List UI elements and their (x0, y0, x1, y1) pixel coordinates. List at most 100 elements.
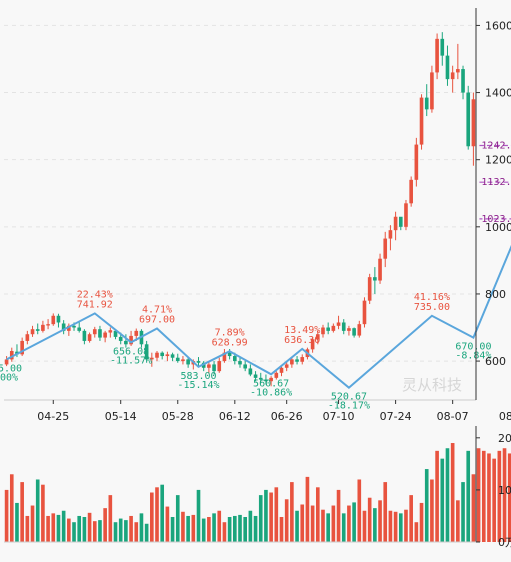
volume-bar (87, 512, 92, 542)
y-tick-label: 1200 (485, 154, 511, 167)
volume-bar (461, 482, 465, 542)
volume-bar (144, 523, 149, 542)
candle-body (129, 335, 133, 345)
candle-body (435, 38, 439, 73)
candle-body (124, 340, 128, 345)
volume-bar (25, 515, 30, 542)
volume-bar (20, 482, 24, 542)
volume-bar (103, 508, 107, 542)
volume-bar (118, 518, 123, 542)
volume-bars (4, 443, 511, 542)
volume-bar (456, 500, 460, 542)
volume-bar (362, 510, 367, 542)
candle-body (82, 330, 87, 341)
candle-body (310, 339, 315, 350)
volume-bar (398, 513, 403, 542)
axes: 600 800 1000 1200 1400 1600 04-25 05-14 05-28 06-… (4, 8, 511, 549)
swing-price-label: 670.00 (455, 342, 491, 353)
candle-body (108, 330, 113, 333)
volume-bar (409, 495, 413, 542)
volume-bar (284, 499, 289, 542)
candle-body (336, 322, 341, 326)
volume-bar (373, 508, 377, 542)
volume-bar (507, 453, 511, 542)
swing-price-label: 735.00 (414, 302, 450, 313)
volume-bar (471, 474, 476, 542)
volume-bar (181, 511, 185, 542)
volume-bar (77, 515, 82, 542)
candle-body (243, 364, 248, 369)
candle-body (238, 361, 242, 365)
swing-pct-label: -15.14% (177, 380, 219, 391)
volume-bar (476, 448, 481, 542)
volume-bar (108, 495, 113, 542)
candle-body (25, 334, 30, 341)
candle-body (258, 377, 263, 380)
swing-pct-label: 4.71% (142, 305, 172, 316)
volume-tick-label: 0万 (498, 536, 511, 549)
volume-bar (393, 511, 398, 542)
volume-bar (435, 450, 439, 542)
swing-pct-label: 41.16% (414, 292, 450, 303)
y-tick-label: 1400 (485, 87, 511, 100)
volume-tick-label: 1000万 (498, 484, 511, 497)
volume-bar (388, 510, 393, 542)
volume-bar (357, 479, 362, 542)
candle-body (92, 329, 97, 335)
volume-bar (487, 453, 491, 542)
volume-bar (321, 509, 325, 542)
volume-bar (378, 500, 382, 542)
candle-body (450, 72, 455, 80)
candle-body (440, 38, 445, 56)
candle-body (51, 315, 56, 325)
candle-body (388, 230, 393, 239)
volume-bar (279, 516, 284, 542)
y-tick-label: 1600 (485, 19, 511, 32)
volume-bar (414, 522, 419, 542)
candle-body (175, 357, 180, 362)
volume-bar (295, 510, 299, 542)
candle-body (181, 359, 185, 362)
candle-body (118, 336, 123, 341)
swing-pct-label: -8.84% (455, 351, 491, 362)
swing-price-label: 5.00 (0, 363, 22, 374)
volume-bar (170, 516, 175, 542)
candle-body (227, 352, 232, 357)
volume-bar (238, 514, 242, 542)
y-tick-label: 600 (485, 355, 506, 368)
swing-price-label: 656.08 (113, 346, 149, 357)
volume-bar (155, 487, 159, 542)
candle-body (295, 359, 299, 362)
volume-bar (98, 520, 102, 542)
candle-body (41, 324, 45, 331)
volume-bar (315, 487, 320, 542)
volume-bar (352, 502, 356, 542)
volume-bar (424, 469, 429, 542)
volume-bar (331, 505, 336, 542)
candle-body (20, 340, 24, 355)
candle-body (321, 327, 325, 335)
volume-bar (310, 505, 315, 542)
swing-price-label: 697.00 (139, 315, 175, 326)
candle-body (414, 144, 419, 180)
candle-body (165, 354, 170, 357)
volume-bar (430, 479, 434, 542)
candle-body (383, 238, 388, 259)
candle-body (284, 364, 289, 368)
level-label: 1242.19 (481, 141, 511, 152)
candle-body (471, 99, 476, 147)
volume-bar (243, 516, 248, 542)
volume-bar (341, 513, 346, 542)
volume-bar (46, 515, 50, 542)
candle-body (393, 216, 398, 231)
candle-body (300, 357, 305, 362)
x-tick-label: 08-21 (499, 410, 511, 423)
candle-body (461, 69, 465, 93)
volume-bar (129, 515, 133, 542)
volume-bar (150, 492, 154, 542)
swing-annotations: 5.00 22.43%741.92 656.08-11.57% 4.71%697.00… (0, 289, 491, 411)
volume-bar (201, 518, 206, 542)
y-tick-label: 800 (485, 288, 506, 301)
candle-body (113, 330, 118, 337)
